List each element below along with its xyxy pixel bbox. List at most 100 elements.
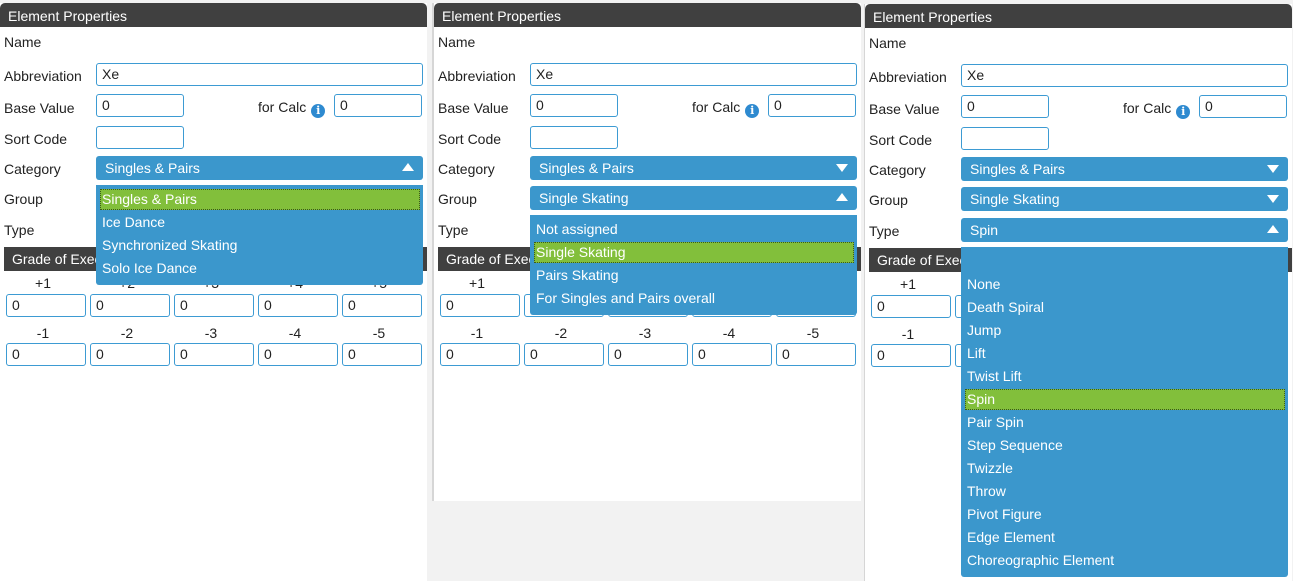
sort-code-input[interactable] xyxy=(530,126,618,149)
goe-minus-label: -5 xyxy=(372,325,386,341)
category-label: Category xyxy=(4,161,61,177)
dropdown-option[interactable]: None xyxy=(967,276,1001,292)
group-select-value: Single Skating xyxy=(970,191,1060,207)
goe-plus-input[interactable]: 0 xyxy=(342,294,422,317)
info-icon[interactable]: i xyxy=(311,104,326,118)
goe-plus-input[interactable]: 0 xyxy=(6,294,86,317)
for-calc-text: for Calc xyxy=(258,99,307,115)
category-select-value: Singles & Pairs xyxy=(539,160,634,176)
abbreviation-label: Abbreviation xyxy=(869,69,947,85)
base-value-input[interactable]: 0 xyxy=(961,95,1049,118)
dropdown-option[interactable]: Step Sequence xyxy=(967,437,1063,453)
triangle-down-icon[interactable] xyxy=(1267,195,1279,203)
type-select-value: Spin xyxy=(970,222,999,238)
element-properties-panel: Element Properties Name Abbreviation Xe Base… xyxy=(432,3,861,501)
category-label: Category xyxy=(438,161,495,177)
dropdown-option[interactable]: Singles & Pairs xyxy=(100,189,420,210)
goe-minus-input[interactable]: 0 xyxy=(776,343,856,366)
goe-minus-input[interactable]: 0 xyxy=(692,343,772,366)
for-calc-input[interactable]: 0 xyxy=(768,94,856,117)
abbreviation-label: Abbreviation xyxy=(4,68,82,84)
dropdown-option[interactable]: For Singles and Pairs overall xyxy=(536,290,715,306)
goe-minus-input[interactable]: 0 xyxy=(871,344,951,367)
goe-minus-input[interactable]: 0 xyxy=(6,343,86,366)
dropdown-option[interactable]: Synchronized Skating xyxy=(102,237,238,253)
info-icon[interactable]: i xyxy=(745,104,760,118)
goe-minus-input[interactable]: 0 xyxy=(608,343,688,366)
dropdown-option[interactable]: Pair Spin xyxy=(967,414,1024,430)
dropdown-option[interactable] xyxy=(965,251,1285,272)
goe-minus-input[interactable]: 0 xyxy=(90,343,170,366)
element-properties-panel: Element Properties Name Abbreviation Xe Base… xyxy=(864,4,1292,581)
group-select[interactable]: Single Skating xyxy=(530,186,857,210)
goe-plus-input[interactable]: 0 xyxy=(258,294,338,317)
goe-plus-label: +1 xyxy=(469,275,485,291)
dropdown-option[interactable]: Pairs Skating xyxy=(536,267,619,283)
abbreviation-label: Abbreviation xyxy=(438,68,516,84)
for-calc-input[interactable]: 0 xyxy=(334,94,422,117)
group-select[interactable]: Single Skating xyxy=(961,187,1288,211)
goe-plus-input[interactable]: 0 xyxy=(440,294,520,317)
dropdown-option[interactable]: Ice Dance xyxy=(102,214,166,230)
triangle-up-icon[interactable] xyxy=(836,193,848,201)
triangle-up-icon[interactable] xyxy=(402,163,414,171)
type-select[interactable]: Spin xyxy=(961,218,1288,242)
name-label: Name xyxy=(869,35,907,51)
goe-plus-input[interactable]: 0 xyxy=(174,294,254,317)
category-dropdown-list: Singles & Pairs Ice Dance Synchronized Ska… xyxy=(96,185,423,285)
dropdown-option[interactable]: Pivot Figure xyxy=(967,506,1042,522)
dropdown-option[interactable]: Single Skating xyxy=(534,242,854,263)
goe-minus-label: -1 xyxy=(36,325,50,341)
dropdown-option[interactable]: Throw xyxy=(967,483,1006,499)
triangle-down-icon[interactable] xyxy=(1267,165,1279,173)
category-select[interactable]: Singles & Pairs xyxy=(961,157,1288,181)
goe-minus-label: -1 xyxy=(470,325,484,341)
for-calc-input[interactable]: 0 xyxy=(1199,95,1287,118)
goe-minus-input[interactable]: 0 xyxy=(342,343,422,366)
triangle-up-icon[interactable] xyxy=(1267,225,1279,233)
type-dropdown-list: None Death Spiral Jump Lift Twist Lift Spin Pa… xyxy=(961,247,1288,577)
category-select[interactable]: Singles & Pairs xyxy=(96,156,423,180)
category-select[interactable]: Singles & Pairs xyxy=(530,156,857,180)
panel-header: Element Properties xyxy=(0,3,427,27)
goe-plus-input[interactable]: 0 xyxy=(90,294,170,317)
dropdown-option[interactable]: Twizzle xyxy=(967,460,1013,476)
dropdown-option[interactable]: Lift xyxy=(967,345,986,361)
abbreviation-input[interactable]: Xe xyxy=(96,63,423,86)
info-icon[interactable]: i xyxy=(1176,105,1191,119)
category-label: Category xyxy=(869,162,926,178)
abbreviation-input[interactable]: Xe xyxy=(961,64,1288,87)
goe-plus-label: +1 xyxy=(900,276,916,292)
goe-minus-input[interactable]: 0 xyxy=(174,343,254,366)
dropdown-option[interactable]: Edge Element xyxy=(967,529,1055,545)
triangle-down-icon[interactable] xyxy=(836,164,848,172)
group-label: Group xyxy=(438,191,477,207)
dropdown-option[interactable]: Not assigned xyxy=(536,221,618,237)
goe-minus-label: -5 xyxy=(806,325,820,341)
abbreviation-input[interactable]: Xe xyxy=(530,63,857,86)
goe-minus-input[interactable]: 0 xyxy=(258,343,338,366)
goe-minus-label: -4 xyxy=(722,325,736,341)
element-properties-panel: Element Properties Name Abbreviation Xe Base… xyxy=(0,3,427,581)
goe-minus-input[interactable]: 0 xyxy=(524,343,604,366)
dropdown-option[interactable]: Jump xyxy=(967,322,1002,338)
base-value-label: Base Value xyxy=(438,100,509,116)
panel-header: Element Properties xyxy=(434,3,861,27)
base-value-input[interactable]: 0 xyxy=(96,94,184,117)
for-calc-text: for Calc xyxy=(1123,100,1172,116)
group-dropdown-list: Not assigned Single Skating Pairs Skating F… xyxy=(530,215,857,315)
for-calc-text: for Calc xyxy=(692,99,741,115)
sort-code-input[interactable] xyxy=(96,126,184,149)
dropdown-option[interactable]: Solo Ice Dance xyxy=(102,260,197,276)
dropdown-option[interactable]: Twist Lift xyxy=(967,368,1022,384)
sort-code-input[interactable] xyxy=(961,127,1049,150)
goe-minus-input[interactable]: 0 xyxy=(440,343,520,366)
dropdown-option[interactable]: Spin xyxy=(965,389,1285,410)
for-calc-label: for Calc i xyxy=(258,98,326,118)
base-value-input[interactable]: 0 xyxy=(530,94,618,117)
goe-minus-label: -3 xyxy=(204,325,218,341)
dropdown-option[interactable]: Death Spiral xyxy=(967,299,1045,315)
name-label: Name xyxy=(438,34,476,50)
goe-plus-input[interactable]: 0 xyxy=(871,295,951,318)
dropdown-option[interactable]: Choreographic Element xyxy=(967,552,1115,568)
